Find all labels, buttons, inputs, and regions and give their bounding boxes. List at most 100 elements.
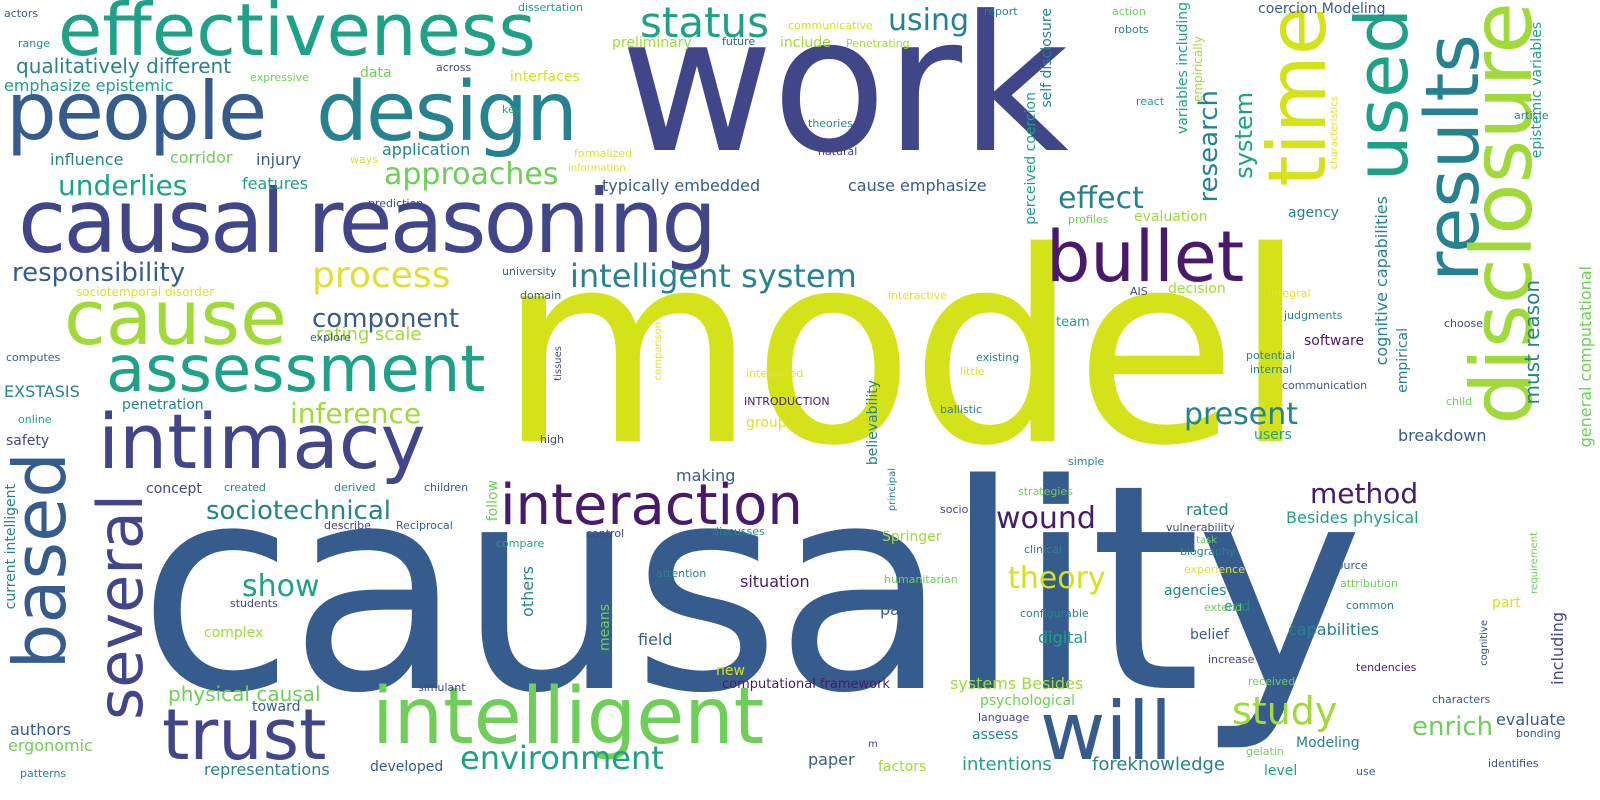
word-research: research [1194, 90, 1224, 203]
word-breakdown: breakdown [1398, 426, 1487, 445]
word-theory: theory [1008, 561, 1106, 596]
word-model: model [498, 196, 1307, 504]
word-users: users [1254, 427, 1292, 443]
word-strategies: strategies [1018, 485, 1073, 498]
word-systems-Besides: systems Besides [950, 674, 1084, 693]
word-ergonomic: ergonomic [8, 736, 93, 755]
word-authors: authors [10, 720, 72, 739]
word-integrated: integrated [746, 367, 804, 380]
word-potential: potential [1246, 349, 1295, 362]
word-tissues: tissues [553, 346, 564, 381]
word-preliminary: preliminary [612, 35, 692, 51]
word-dissertation: dissertation [518, 1, 583, 14]
word-INTRODUCTION: INTRODUCTION [744, 395, 830, 408]
word-agencies: agencies [1164, 583, 1227, 599]
word-situation: situation [740, 572, 810, 591]
word-using: using [888, 3, 970, 38]
word-attention: attention [656, 567, 707, 580]
word-intentions-b: intentions [962, 754, 1052, 775]
word-agency: agency [1288, 205, 1339, 221]
word-corridor: corridor [170, 148, 233, 167]
word-derived: derived [334, 481, 376, 494]
word-little: little [960, 365, 985, 378]
word-students: students [230, 597, 278, 610]
word-principal: principal [887, 468, 898, 512]
word-prediction: prediction [368, 197, 424, 210]
word-article: article [1514, 109, 1549, 122]
word-tendencies: tendencies [1356, 661, 1417, 674]
word-control: control [586, 527, 625, 540]
word-qualitatively-different: qualitatively different [16, 54, 232, 78]
word-including: including [1548, 612, 1567, 685]
word-software: software [1304, 333, 1365, 349]
word-vulnerability: vulnerability [1166, 521, 1235, 534]
word-clinical: clinical [1024, 543, 1063, 556]
word-Springer: Springer [882, 529, 942, 545]
word-characters: characters [1432, 693, 1491, 706]
word-action: action [1112, 5, 1146, 18]
word-cause-emphasize: cause emphasize [848, 176, 987, 195]
word-will: will [1040, 685, 1173, 778]
word-judgments: judgments [1284, 309, 1343, 322]
word-domain: domain [520, 289, 562, 302]
word-AIS: AIS [1130, 285, 1148, 298]
word-gelatin: gelatin [1246, 745, 1284, 758]
word-assessment: assessment [106, 333, 486, 407]
word-sociotechnical: sociotechnical [206, 496, 391, 526]
word-evaluation: evaluation [1134, 209, 1208, 225]
word-interaction: interaction [500, 473, 803, 538]
word-approaches: approaches [384, 157, 559, 192]
word-present: present [1184, 397, 1299, 432]
word-created: created [224, 481, 266, 494]
word-high: high [540, 433, 564, 446]
word-ballistic: ballistic [940, 403, 983, 416]
word-extend: extend [1204, 601, 1243, 614]
word-computational-framework: computational framework [722, 677, 890, 692]
word-wound: wound [996, 501, 1096, 536]
word-making: making [676, 466, 736, 485]
word-key: key [502, 103, 522, 116]
word-general-computational: general computational [1576, 266, 1595, 448]
word-safety: safety [6, 433, 50, 449]
word-biography: biography [1180, 545, 1236, 558]
word-concept: concept [146, 481, 202, 497]
word-cognitive: cognitive [1479, 620, 1490, 666]
word-trust: trust [162, 694, 327, 776]
word-intelligent-system: intelligent system [570, 257, 857, 295]
word-communication: communication [1282, 379, 1368, 392]
word-patterns: patterns [20, 767, 67, 780]
word-current-intelligent: current intelligent [3, 484, 19, 610]
word-profiles: profiles [1068, 213, 1109, 226]
word-use: use [1356, 765, 1376, 778]
word-complex: complex [204, 625, 264, 641]
word-people: people [6, 65, 267, 158]
word-discusses: discusses [712, 525, 765, 538]
word-interactive: interactive [888, 289, 948, 302]
word-explore: explore [310, 331, 351, 344]
word-attribution: attribution [1340, 577, 1398, 590]
word-information: information [568, 163, 626, 174]
word-follow: follow [485, 480, 501, 522]
word-intelligent: intelligent [372, 672, 765, 762]
word-physical-causal: physical causal [168, 682, 321, 706]
word-m: m [868, 739, 878, 750]
word-computes: computes [6, 351, 61, 364]
word-must-reason: must reason [1520, 280, 1544, 405]
word-humanitarian: humanitarian [884, 573, 958, 586]
word-empirical: empirical [1395, 328, 1411, 393]
word-cause: cause [64, 273, 287, 362]
word-causal-reasoning: causal reasoning [18, 170, 717, 273]
word-psychological: psychological [980, 693, 1075, 709]
word-online: online [18, 413, 52, 426]
word-Besides-physical: Besides physical [1286, 508, 1419, 527]
word-Reciprocal: Reciprocal [396, 519, 453, 532]
word-ways: ways [350, 153, 378, 166]
word-end: end [1224, 599, 1251, 615]
word-influence: influence [50, 150, 124, 169]
word-method: method [1310, 477, 1419, 510]
word-underlies: underlies [58, 169, 188, 202]
word-injury: injury [256, 150, 302, 169]
word-internal: internal [1250, 363, 1293, 376]
word-cognitive-capabilities: cognitive capabilities [1372, 196, 1391, 366]
